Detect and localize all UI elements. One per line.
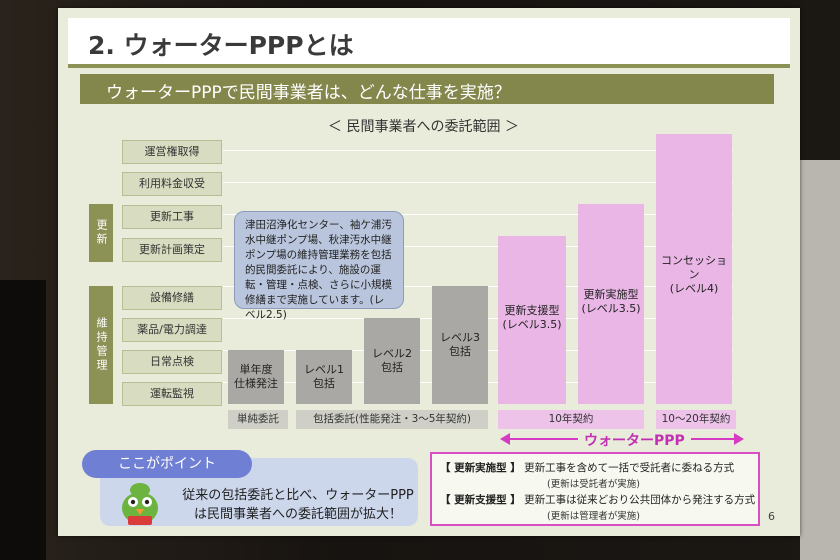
bar-renewal-support: 更新支援型 (レベル3.5): [498, 236, 566, 404]
point-text: 従来の包括委託と比べ、ウォーターPPP は民間事業者への委託範囲が拡大！: [178, 486, 418, 524]
section-title: ＜ 民間事業者への委託範囲 ＞: [328, 119, 519, 135]
label-long-term-contract: 10～20年契約: [656, 410, 736, 429]
label-comprehensive-outsourcing: 包括委託(性能発注・3～5年契約): [296, 410, 488, 429]
definition-renewal-execution: 【 更新実施型 】 更新工事を含めて一括で受託者に委ねる方式: [440, 462, 734, 475]
bar-level3: レベル3 包括: [432, 286, 488, 404]
arrow-right-icon: [734, 433, 744, 445]
row-label-operation-monitoring: 運転監視: [122, 382, 222, 406]
row-label-concession-rights: 運営権取得: [122, 140, 222, 164]
definition-renewal-support: 【 更新支援型 】 更新工事は従来どおり公共団体から発注する方式: [440, 494, 755, 507]
definition-text: 更新工事は従来どおり公共団体から発注する方式: [524, 494, 756, 506]
label-ten-year-contract: 10年契約: [498, 410, 644, 429]
group-label-renewal: 更新: [89, 204, 113, 262]
grid-line: [223, 246, 733, 247]
row-label-chemical-power-procurement: 薬品/電力調達: [122, 318, 222, 342]
bar-level2: レベル2 包括: [364, 318, 420, 404]
definition-sub: (更新は受託者が実施): [547, 479, 640, 490]
definition-text: 更新工事を含めて一括で受託者に委ねる方式: [524, 462, 735, 474]
mascot-icon: [122, 483, 158, 525]
definitions-box: 【 更新実施型 】 更新工事を含めて一括で受託者に委ねる方式 (更新は受託者が実…: [430, 452, 760, 526]
arrow-left-icon: [500, 433, 510, 445]
room-right-wall: [800, 160, 840, 560]
bar-single-year-spec: 単年度 仕様発注: [228, 350, 284, 404]
bar-level1: レベル1 包括: [296, 350, 352, 404]
definition-sub: (更新は管理者が実施): [547, 511, 640, 522]
callout-facility-note: 津田沼浄化センター、袖ケ浦汚水中継ポンプ場、秋津汚水中継ポンプ場の維持管理業務を…: [234, 211, 404, 321]
row-label-renewal-planning: 更新計画策定: [122, 238, 222, 262]
row-label-daily-inspection: 日常点検: [122, 350, 222, 374]
title-bar: 2. ウォーターPPPとは: [68, 18, 790, 68]
grid-line: [223, 150, 733, 151]
row-label-fee-collection: 利用料金収受: [122, 172, 222, 196]
projected-slide: 2. ウォーターPPPとは ウォーターPPPで民間事業者は、どんな仕事を実施？ …: [58, 8, 800, 536]
row-label-renewal-works: 更新工事: [122, 205, 222, 229]
page-number: 6: [768, 510, 775, 523]
arrow-label-water-ppp: ウォーターPPP: [578, 430, 691, 450]
slide-subtitle: ウォーターPPPで民間事業者は、どんな仕事を実施？: [106, 83, 511, 103]
bar-renewal-execution: 更新実施型 (レベル3.5): [578, 204, 644, 404]
definition-key: 【 更新実施型 】: [440, 462, 521, 474]
label-simple-outsourcing: 単純委託: [228, 410, 288, 429]
slide-title: 2. ウォーターPPPとは: [88, 31, 354, 60]
grid-line: [223, 182, 733, 183]
group-label-maintenance: 維持管理: [89, 286, 113, 404]
row-label-equipment-repair: 設備修繕: [122, 286, 222, 310]
bar-concession: コンセッション (レベル4): [656, 134, 732, 404]
subtitle-bar: ウォーターPPPで民間事業者は、どんな仕事を実施？: [80, 74, 774, 104]
point-text-line2: は民間事業者への委託範囲が拡大！: [193, 507, 402, 522]
grid-line: [223, 214, 733, 215]
definition-key: 【 更新支援型 】: [440, 494, 521, 506]
room-left-shadow: [0, 280, 46, 560]
point-badge: ここがポイント: [82, 450, 252, 478]
point-text-line1: 従来の包括委託と比べ、ウォーターPPP: [182, 488, 414, 503]
